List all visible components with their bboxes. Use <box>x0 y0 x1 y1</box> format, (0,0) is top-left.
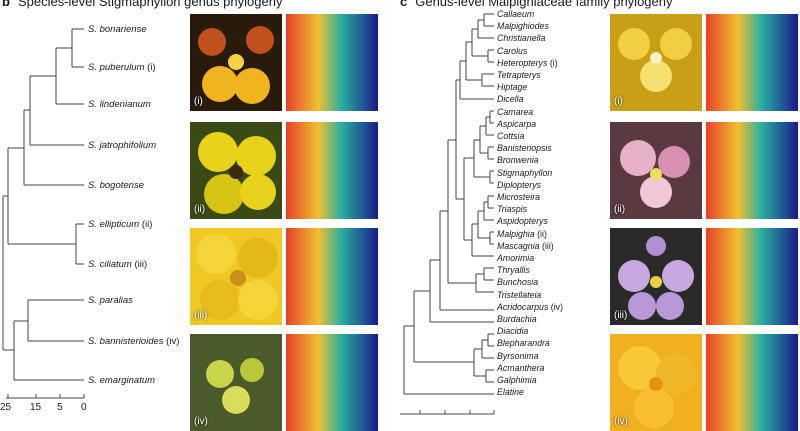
genus-label: Malpighia (ii) <box>497 228 547 239</box>
species-label: S. ciliatum (iii) <box>88 259 148 270</box>
genus-label: Amorimia <box>497 253 535 263</box>
heatmap-image <box>706 334 798 431</box>
species-label: S. bogotense <box>88 180 144 191</box>
species-label: S. puberulum (i) <box>88 62 156 73</box>
genus-label: Elatine <box>497 387 524 398</box>
heatmap-image <box>286 334 378 431</box>
photo-label: (iii) <box>194 310 208 321</box>
heatmap-image <box>706 14 798 111</box>
species-label: S. lindenianum <box>88 99 151 110</box>
photo-label: (ii) <box>614 204 626 215</box>
flower-photo: (iii) <box>610 228 702 325</box>
genus-label: Heteropterys (i) <box>497 57 558 68</box>
flower-photo: (iv) <box>190 334 282 431</box>
axis-tick-label: 15 <box>30 402 42 413</box>
genus-label: Blepharandra <box>497 338 550 349</box>
genus-label: Cottsia <box>497 131 525 141</box>
genus-label: Banisteriopsis <box>497 143 552 154</box>
genus-label: Tetrapterys <box>497 70 541 80</box>
species-label: S. bannisterioides (iv) <box>88 336 180 347</box>
genus-label: Tristellateia <box>497 289 542 300</box>
panel-b-letter: b <box>2 0 10 9</box>
panel-c-title: c Genus-level Malpighiaceae family phylog… <box>400 0 673 9</box>
photo-label: (i) <box>614 96 623 107</box>
genus-label: Dicella <box>497 94 524 105</box>
panel-b-title-text: Species-level Stigmaphyllon genus phylog… <box>17 0 283 9</box>
genus-label: Carolus <box>497 45 528 56</box>
panel-b-tree <box>2 13 495 415</box>
genus-label: Acmanthera <box>497 362 545 373</box>
flower-photo: (iii) <box>190 228 282 325</box>
heatmap-image <box>286 122 378 219</box>
genus-label: Mascagnia (iii) <box>497 240 554 251</box>
photo-label: (iv) <box>614 416 628 427</box>
heatmap-image <box>286 14 378 111</box>
heatmap-image <box>706 122 798 219</box>
panel-c-title-text: Genus-level Malpighiaceae family phyloge… <box>415 0 673 9</box>
genus-label: Callaeum <box>497 9 535 19</box>
genus-label: Bunchosia <box>497 277 539 288</box>
axis-tick-label: 5 <box>57 402 63 413</box>
photo-label: (iii) <box>614 310 628 321</box>
genus-label: Bronwenia <box>497 155 539 166</box>
genus-label: Stigmaphyllon <box>497 167 553 178</box>
species-label: S. paralias <box>88 295 133 306</box>
genus-label: Christianella <box>497 33 546 44</box>
genus-label: Camarea <box>497 106 534 117</box>
species-label: S. emarginatum <box>88 375 156 386</box>
photo-label: (ii) <box>194 204 206 215</box>
genus-label: Acridocarpus (iv) <box>497 301 564 312</box>
flower-photo: (i) <box>610 14 702 111</box>
flower-photo: (ii) <box>190 122 282 219</box>
panel-c-letter: c <box>400 0 408 9</box>
genus-label: Byrsonima <box>497 350 539 361</box>
genus-label: Malpighiodes <box>497 21 549 32</box>
genus-label: Triaspis <box>497 204 528 215</box>
panel-b-title: b Species-level Stigmaphyllon genus phylo… <box>2 0 282 9</box>
genus-label: Hiptage <box>497 82 528 93</box>
genus-label: Thryallis <box>497 265 530 276</box>
photo-label: (iv) <box>194 416 208 427</box>
heatmap-image <box>706 228 798 325</box>
axis-tick-label: 0 <box>81 402 87 413</box>
panel-c-tree <box>400 13 495 415</box>
species-label: S. ellipticum (ii) <box>88 219 153 230</box>
genus-label: Burdachia <box>497 314 537 324</box>
genus-label: Microsteira <box>497 192 541 202</box>
photo-label: (i) <box>194 96 203 107</box>
flower-photo: (i) <box>190 14 282 111</box>
species-label: S. bonariense <box>88 24 147 35</box>
genus-label: Aspidopterys <box>497 216 548 227</box>
axis-tick-label: 25 <box>0 402 12 413</box>
flower-photo: (ii) <box>610 122 702 219</box>
species-label: S. jatrophifolium <box>88 140 157 151</box>
flower-photo: (iv) <box>610 334 702 431</box>
genus-label: Diacidia <box>497 326 529 337</box>
heatmap-image <box>286 228 378 325</box>
genus-label: Diplopterys <box>497 179 542 190</box>
genus-label: Galphimia <box>497 375 537 385</box>
genus-label: Aspicarpa <box>497 118 537 129</box>
